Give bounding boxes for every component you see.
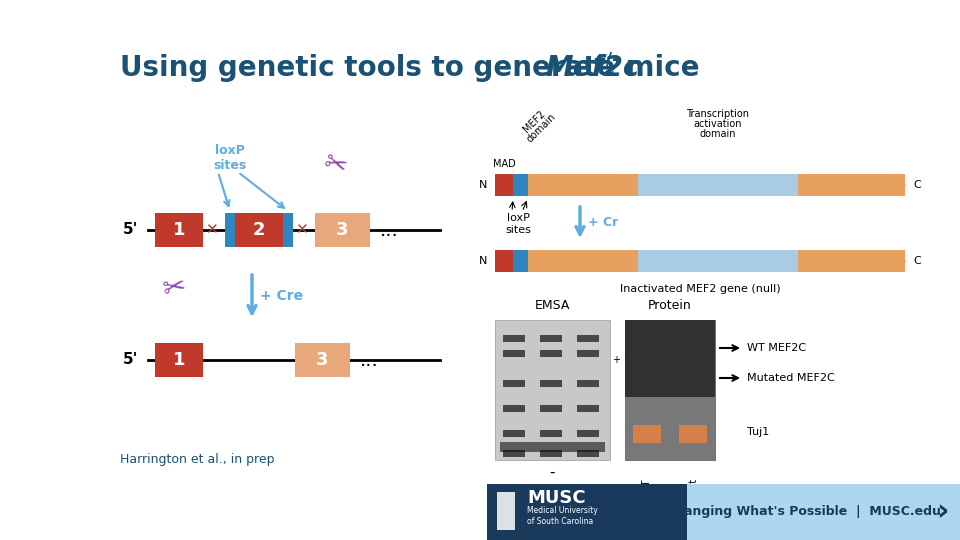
Text: Transcription
activation
domain: Transcription activation domain <box>686 109 750 139</box>
FancyBboxPatch shape <box>495 174 513 196</box>
Text: loxP
sites: loxP sites <box>213 144 247 172</box>
FancyBboxPatch shape <box>625 320 715 397</box>
FancyBboxPatch shape <box>295 343 350 377</box>
FancyBboxPatch shape <box>503 405 525 412</box>
FancyBboxPatch shape <box>798 250 905 272</box>
FancyBboxPatch shape <box>528 250 638 272</box>
FancyBboxPatch shape <box>577 380 599 387</box>
FancyBboxPatch shape <box>503 430 525 437</box>
Text: MAD: MAD <box>492 159 516 169</box>
Text: + Cr: + Cr <box>588 216 618 229</box>
FancyBboxPatch shape <box>497 492 515 530</box>
Text: N: N <box>479 180 487 190</box>
Text: ...: ... <box>380 220 398 240</box>
Text: 5': 5' <box>123 222 138 238</box>
FancyBboxPatch shape <box>577 405 599 412</box>
Text: + Cre: + Cre <box>260 289 303 303</box>
FancyBboxPatch shape <box>503 380 525 387</box>
Text: C: C <box>913 180 921 190</box>
FancyBboxPatch shape <box>513 174 528 196</box>
Text: het: het <box>688 478 698 494</box>
Text: ✂: ✂ <box>161 272 189 304</box>
Text: -: - <box>549 465 555 480</box>
Text: +/-: +/- <box>592 51 619 69</box>
Text: Mutated MEF2C: Mutated MEF2C <box>747 373 835 383</box>
FancyBboxPatch shape <box>577 350 599 357</box>
FancyBboxPatch shape <box>528 174 638 196</box>
Text: mice: mice <box>616 54 700 82</box>
Text: Medical University
of South Carolina: Medical University of South Carolina <box>527 506 598 526</box>
FancyBboxPatch shape <box>638 174 798 196</box>
FancyBboxPatch shape <box>540 430 562 437</box>
FancyBboxPatch shape <box>798 174 905 196</box>
Text: 5': 5' <box>123 353 138 368</box>
FancyBboxPatch shape <box>625 320 715 460</box>
FancyBboxPatch shape <box>513 250 528 272</box>
Text: 3: 3 <box>316 351 328 369</box>
Text: Inactivated MEF2 gene (null): Inactivated MEF2 gene (null) <box>620 284 780 294</box>
FancyBboxPatch shape <box>500 442 605 452</box>
Text: ✕: ✕ <box>295 222 307 238</box>
FancyBboxPatch shape <box>495 250 513 272</box>
FancyBboxPatch shape <box>495 320 610 460</box>
Text: Protein: Protein <box>648 299 692 312</box>
FancyBboxPatch shape <box>225 213 235 247</box>
FancyBboxPatch shape <box>540 335 562 342</box>
Text: 3: 3 <box>336 221 348 239</box>
FancyBboxPatch shape <box>155 213 203 247</box>
Text: EMSA: EMSA <box>535 299 569 312</box>
FancyBboxPatch shape <box>638 250 798 272</box>
Text: loxP
sites: loxP sites <box>505 213 531 235</box>
Text: Mef2c: Mef2c <box>545 54 639 82</box>
FancyBboxPatch shape <box>577 335 599 342</box>
FancyBboxPatch shape <box>540 450 562 457</box>
FancyBboxPatch shape <box>487 484 687 540</box>
Text: Changing What's Possible  |  MUSC.edu: Changing What's Possible | MUSC.edu <box>665 505 941 518</box>
Text: ›: › <box>936 497 948 526</box>
Text: 1: 1 <box>173 221 185 239</box>
FancyBboxPatch shape <box>503 350 525 357</box>
Text: + 50 kDa: + 50 kDa <box>613 355 659 365</box>
Text: 2: 2 <box>252 221 265 239</box>
Text: C: C <box>913 256 921 266</box>
Text: ✂: ✂ <box>320 148 350 182</box>
Text: ✕: ✕ <box>204 222 217 238</box>
Text: Harrington et al., in prep: Harrington et al., in prep <box>120 454 275 467</box>
FancyBboxPatch shape <box>540 380 562 387</box>
FancyBboxPatch shape <box>687 484 960 540</box>
FancyBboxPatch shape <box>679 425 707 443</box>
Text: WT MEF2C: WT MEF2C <box>747 343 806 353</box>
FancyBboxPatch shape <box>577 450 599 457</box>
Text: ...: ... <box>360 350 379 369</box>
FancyBboxPatch shape <box>633 425 661 443</box>
FancyBboxPatch shape <box>283 213 293 247</box>
FancyBboxPatch shape <box>155 343 203 377</box>
FancyBboxPatch shape <box>577 430 599 437</box>
FancyBboxPatch shape <box>315 213 370 247</box>
Text: MUSC: MUSC <box>527 489 586 507</box>
FancyBboxPatch shape <box>503 335 525 342</box>
Text: MEF2
domain: MEF2 domain <box>518 105 558 144</box>
FancyBboxPatch shape <box>540 350 562 357</box>
FancyBboxPatch shape <box>503 450 525 457</box>
FancyBboxPatch shape <box>235 213 283 247</box>
Text: 1: 1 <box>173 351 185 369</box>
Text: Tuj1: Tuj1 <box>747 427 769 437</box>
Text: WT: WT <box>642 478 652 494</box>
Text: N: N <box>479 256 487 266</box>
Text: Using genetic tools to generate: Using genetic tools to generate <box>120 54 625 82</box>
FancyBboxPatch shape <box>540 405 562 412</box>
